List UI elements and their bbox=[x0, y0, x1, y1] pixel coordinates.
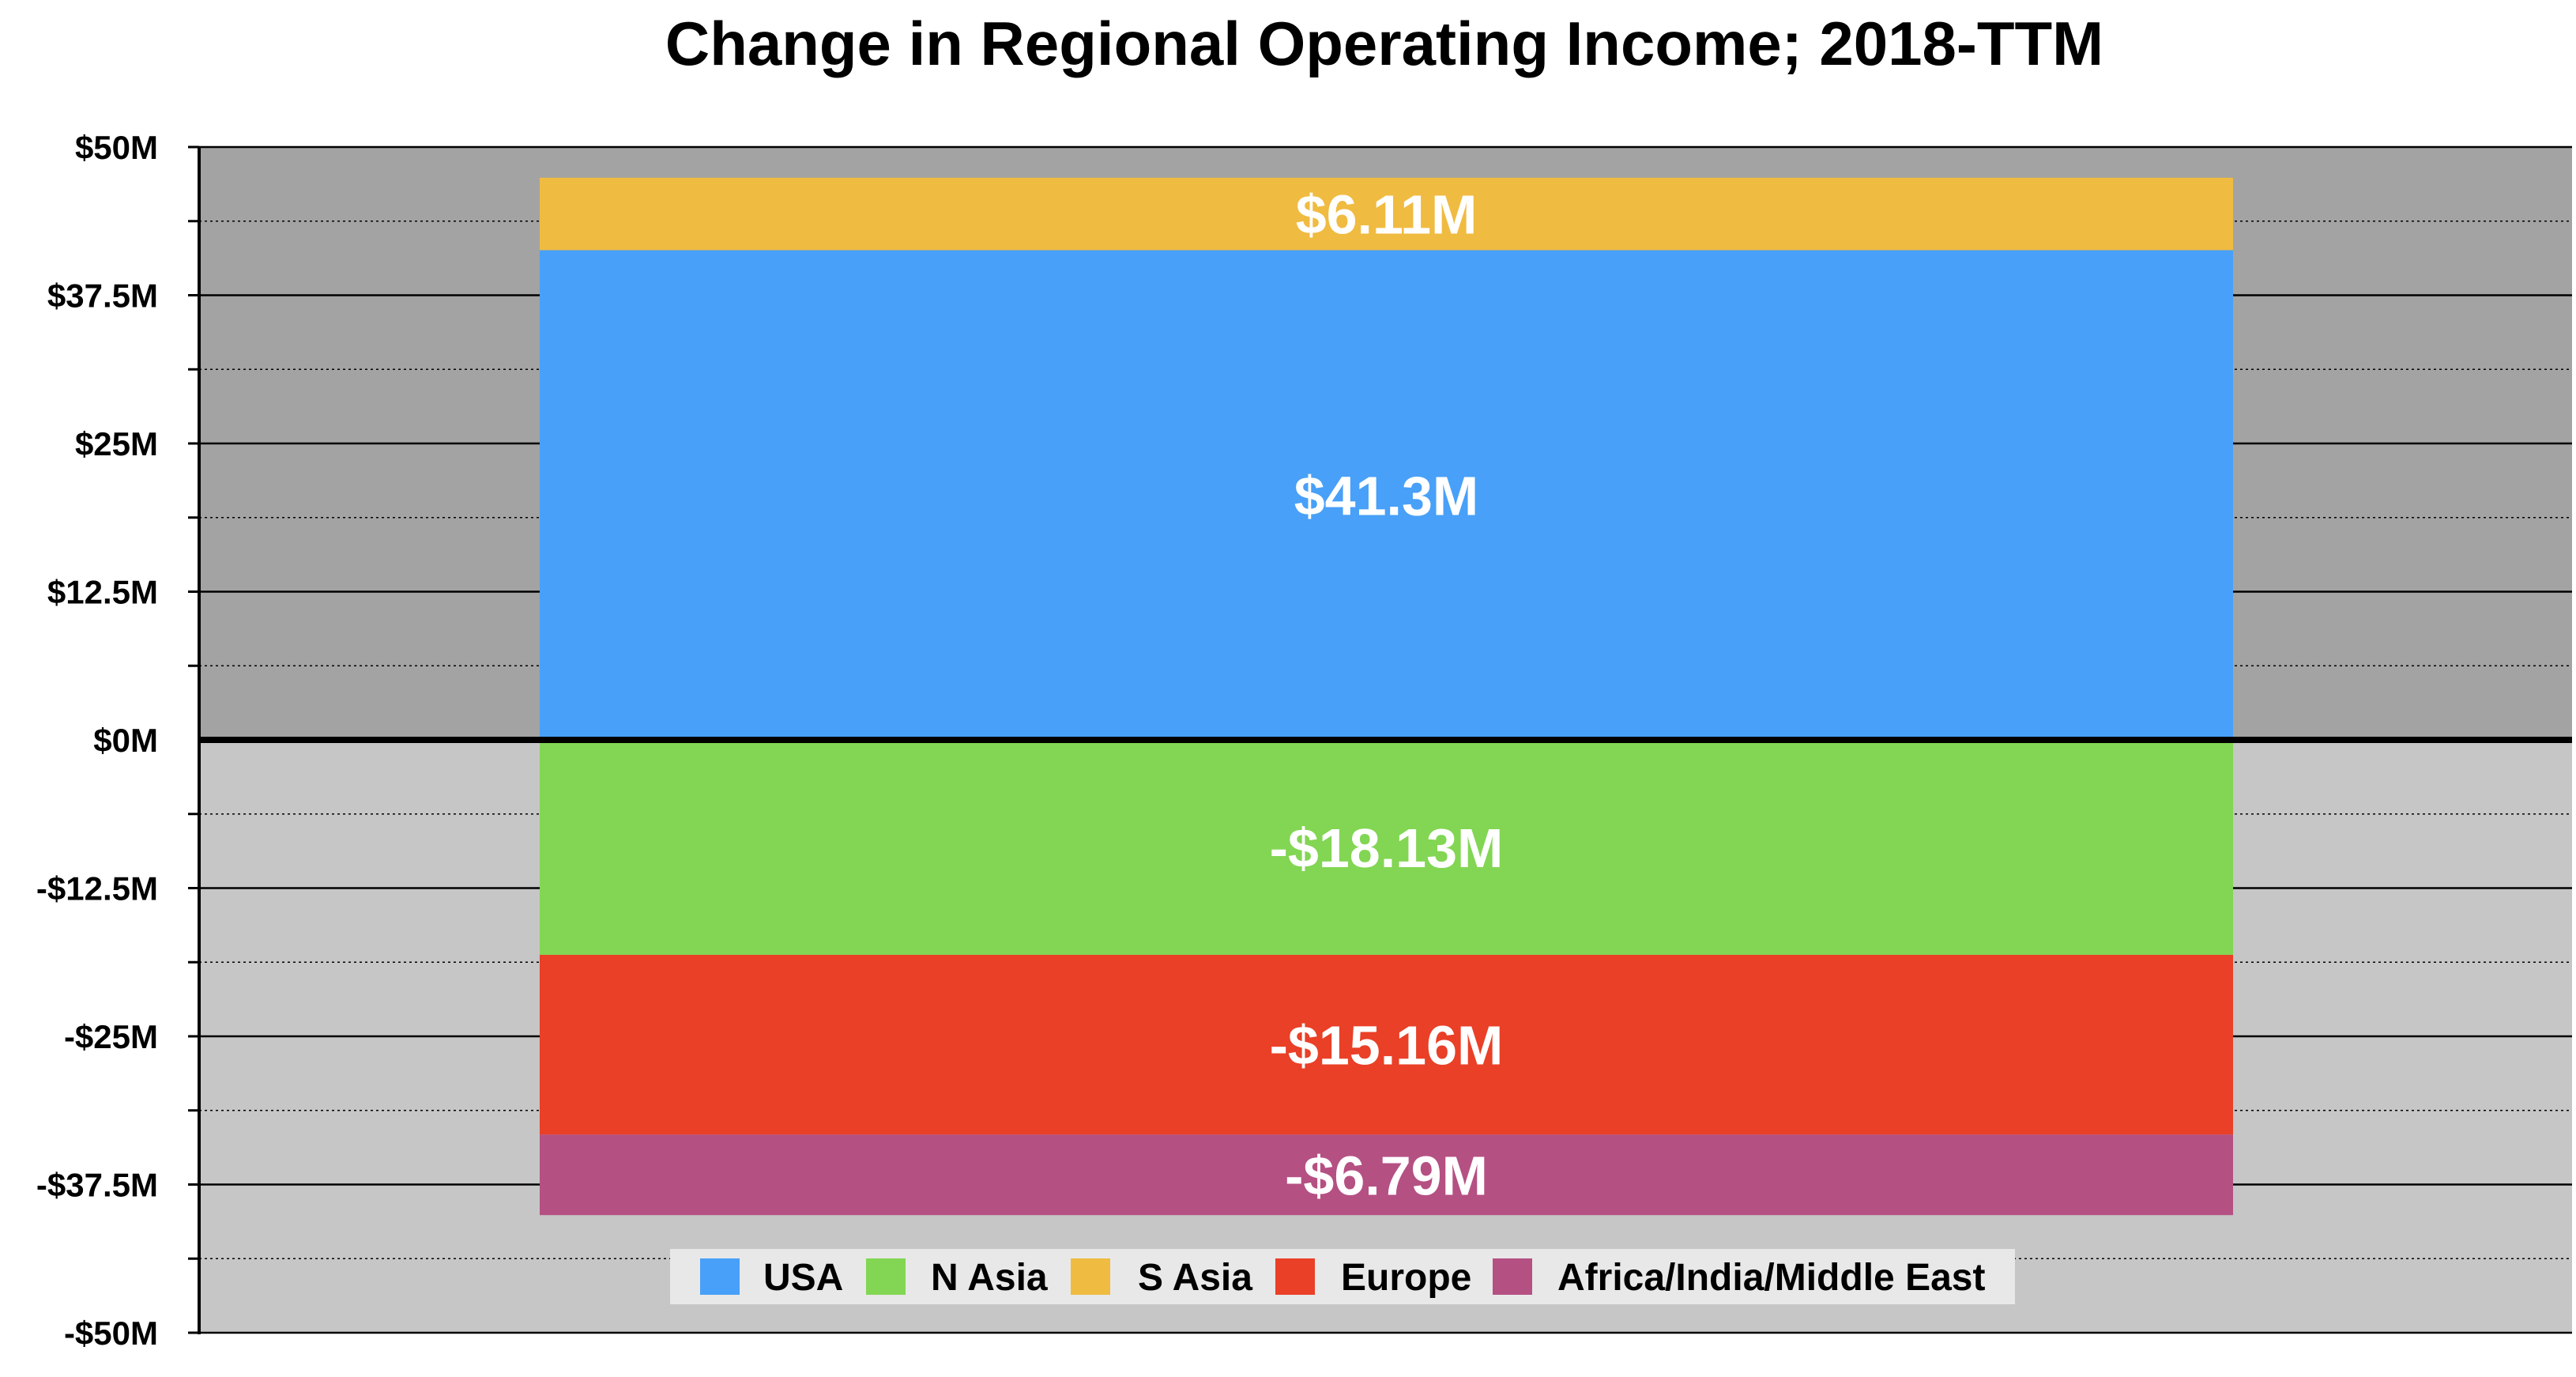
y-tick-label: -$37.5M bbox=[36, 1167, 158, 1204]
bar-segment-usa bbox=[540, 250, 2233, 740]
y-tick-label: -$25M bbox=[64, 1018, 158, 1055]
bar-segment-s-asia bbox=[540, 177, 2233, 251]
y-tick-label: $50M bbox=[75, 129, 158, 166]
y-tick-label: $0M bbox=[93, 722, 158, 759]
legend-label-usa: USA bbox=[763, 1257, 843, 1299]
legend-swatch-europe bbox=[1275, 1258, 1315, 1295]
legend-label-n-asia: N Asia bbox=[931, 1257, 1048, 1299]
chart-title: Change in Regional Operating Income; 201… bbox=[665, 9, 2103, 78]
y-tick-label: $25M bbox=[75, 425, 158, 462]
data-label-s-asia: $6.11M bbox=[1296, 184, 1478, 246]
legend-swatch-n-asia bbox=[866, 1258, 906, 1295]
bar-segment-n-asia bbox=[540, 740, 2233, 955]
legend: USA N Asia S Asia Europe Africa/India/Middle… bbox=[670, 1249, 2015, 1304]
legend-label-s-asia: S Asia bbox=[1138, 1257, 1252, 1299]
y-tick-label: -$12.5M bbox=[36, 870, 158, 907]
legend-swatch-africa-india-middle-east bbox=[1493, 1258, 1532, 1295]
data-label-europe: -$15.16M bbox=[1270, 1015, 1504, 1077]
data-label-n-asia: -$18.13M bbox=[1270, 817, 1504, 879]
bar-segment-europe bbox=[540, 954, 2233, 1135]
legend-label-europe: Europe bbox=[1341, 1257, 1471, 1299]
y-tick-label: -$50M bbox=[64, 1315, 158, 1352]
data-label-usa: $41.3M bbox=[1294, 465, 1478, 526]
legend-label-africa-india-middle-east: Africa/India/Middle East bbox=[1557, 1257, 1985, 1299]
data-label-africa-india-middle-east: -$6.79M bbox=[1285, 1145, 1488, 1206]
legend-swatch-s-asia bbox=[1071, 1258, 1110, 1295]
plot-area: $50M $37.5M $25M $12.5M $0M -$12.5M -$25M -$37.… bbox=[36, 129, 2572, 1352]
y-tick-label: $37.5M bbox=[47, 277, 158, 315]
y-tick-label: $12.5M bbox=[47, 574, 158, 611]
legend-swatch-usa bbox=[700, 1258, 740, 1295]
bar-segment-africa-india-middle-east bbox=[540, 1134, 2233, 1216]
